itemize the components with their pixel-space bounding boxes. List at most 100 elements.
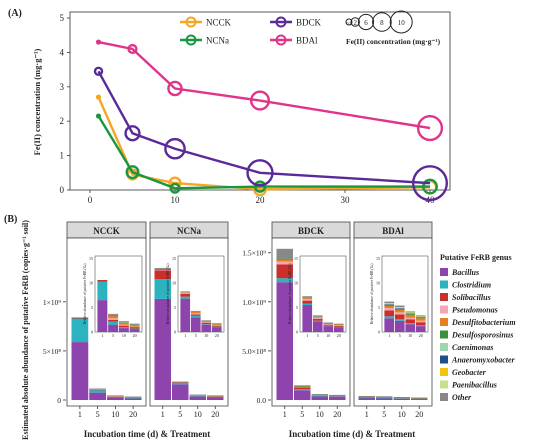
inset-x-tick-label: 20 xyxy=(215,333,219,338)
inset-bar-segment-pseudomonas xyxy=(312,317,323,319)
inset-bar-segment-pseudomonas xyxy=(190,313,201,315)
inset-bar-segment-desulfosporosinus xyxy=(405,313,416,315)
inset-bar-segment-desulfitobacterium xyxy=(302,298,313,300)
inset-y-axis-label: Relative abundance of putative FeRB (‰) xyxy=(288,263,292,325)
bar-segment-desulfosporosinus xyxy=(311,394,328,396)
x-tick-label: 30 xyxy=(341,195,351,205)
inset-bar-segment-desulfitobacterium xyxy=(129,325,140,327)
size-legend-label: 2 xyxy=(353,19,357,27)
bar-segment-other xyxy=(276,248,293,259)
bar-segment-pseudomonas xyxy=(89,389,106,390)
inset-x-tick-label: 10 xyxy=(122,333,126,338)
x-tick-label: 10 xyxy=(171,195,181,205)
series-line-bdal xyxy=(98,40,431,130)
legend-swatch-geobacter xyxy=(440,368,448,376)
series-point-bdck xyxy=(164,137,186,160)
inset-bar-segment-clostridium xyxy=(118,327,129,329)
inset-y-tick-label: 15 xyxy=(172,256,176,261)
bar-segment-other xyxy=(107,395,124,396)
series-line-ncna xyxy=(97,115,430,190)
inset-bar-segment-bacillus xyxy=(394,320,405,332)
series-point-bdal xyxy=(127,43,138,55)
legend-swatch-desulfitobacterium xyxy=(440,318,448,326)
size-legend-circle xyxy=(345,18,353,26)
inset-y-tick-label: 15 xyxy=(376,256,380,261)
bar-segment-bacillus xyxy=(411,398,428,400)
bar-segment-other xyxy=(358,396,375,397)
inset-bar-segment-solibacillus xyxy=(302,300,313,304)
inset-y-axis-label: Relative abundance of putative FeRB (‰) xyxy=(166,263,170,325)
inset-bar-segment-other xyxy=(108,313,119,315)
inset-bar-segment-pseudomonas xyxy=(180,292,191,294)
legend-swatch-clostridium xyxy=(440,280,448,289)
legend-label-clostridium: Clostridium xyxy=(452,281,491,290)
inset-bar-segment-desulfosporosinus xyxy=(108,314,119,316)
bar-segment-bacillus xyxy=(154,298,171,400)
legend-label-ncck: NCCK xyxy=(206,18,232,28)
inset-bar-segment-solibacillus xyxy=(118,325,129,328)
bar-segment-other xyxy=(393,397,410,398)
x-tick-label: 5 xyxy=(300,410,304,419)
inset-bar-segment-bacillus xyxy=(312,321,323,332)
bar-segment-solibacillus xyxy=(294,387,311,390)
inset-bar-segment-solibacillus xyxy=(405,319,416,324)
legend-label-paenibacillus: Paenibacillus xyxy=(452,381,497,390)
inset-bar-segment-solibacillus xyxy=(333,325,344,327)
x-tick-label: 10 xyxy=(111,410,119,419)
inset-bar-segment-solibacillus xyxy=(108,319,119,322)
bar-segment-clostridium xyxy=(189,396,206,397)
inset-bar-segment-clostridium xyxy=(97,281,108,301)
size-legend-circle xyxy=(372,12,392,32)
inset-bar-segment-solibacillus xyxy=(180,293,191,297)
inset-bar-segment-bacillus xyxy=(323,326,334,332)
inset-bar-segment-desulfitobacterium xyxy=(384,306,395,308)
inset-bar-segment-bacillus xyxy=(190,317,201,332)
bar-segment-bacillus xyxy=(376,398,393,400)
bar-segment-bacillus xyxy=(329,396,346,400)
inset-bar-segment-desulfitobacterium xyxy=(118,322,129,325)
series-point-ncck xyxy=(252,182,267,197)
legend-marker-bdal xyxy=(275,34,287,46)
size-legend-title: Fe(II) concentration (mg·g⁻¹) xyxy=(346,37,441,46)
inset-y-tick-label: 10 xyxy=(89,280,93,285)
legend-label-anaeromyxobacter: Anaeromyxobacter xyxy=(451,356,516,365)
inset-bar-segment-bacillus xyxy=(118,328,129,332)
inset-bar-segment-solibacillus xyxy=(201,322,212,325)
x-tick-label: 20 xyxy=(211,410,219,419)
inset-bar-segment-other xyxy=(384,301,395,304)
inset-bar-segment-clostridium xyxy=(302,303,313,306)
bar-segment-clostridium xyxy=(71,318,89,343)
inset-x-tick-label: 20 xyxy=(419,333,423,338)
bar-segment-pseudomonas xyxy=(154,269,171,271)
inset-bar-segment-clostridium xyxy=(415,325,426,327)
bar-segment-other xyxy=(172,381,189,383)
inset-bar-segment-desulfosporosinus xyxy=(384,305,395,307)
y-tick-label: 1×10⁹ xyxy=(43,298,61,307)
series-point-bdck xyxy=(93,66,104,77)
bar-segment-clostridium xyxy=(154,279,171,299)
series-point-ncna xyxy=(95,113,102,119)
series-point-bdal xyxy=(95,39,102,45)
facet-title: NCCK xyxy=(93,226,120,236)
legend-label-desulfitobacterium: Desulfitobacterium xyxy=(451,318,516,327)
inset-bar-segment-solibacillus xyxy=(312,318,323,321)
bar-segment-bacillus xyxy=(124,398,142,400)
x-tick-label: 20 xyxy=(333,410,341,419)
legend-label-bdal: BDAl xyxy=(296,36,318,46)
inset-x-tick-label: 10 xyxy=(408,333,412,338)
bar-segment-desulfitobacterium xyxy=(276,259,293,262)
x-tick-label: 1 xyxy=(78,410,82,419)
facet-title: NCNa xyxy=(177,226,201,236)
inset-y-axis-label: Relative abundance of putative FeRB (‰) xyxy=(370,263,374,325)
bar-segment-clostridium xyxy=(376,397,393,399)
legend-swatch-desulfosporosinus xyxy=(440,330,448,339)
bar-segment-clostridium xyxy=(393,398,410,399)
bar-segment-other xyxy=(89,388,106,390)
x-tick-label: 0 xyxy=(88,195,93,205)
inset-bar-segment-clostridium xyxy=(384,316,395,319)
inset-bar-segment-other xyxy=(312,315,323,317)
inset-x-tick-label: 5 xyxy=(399,333,401,338)
series-line-ncck xyxy=(97,96,431,191)
